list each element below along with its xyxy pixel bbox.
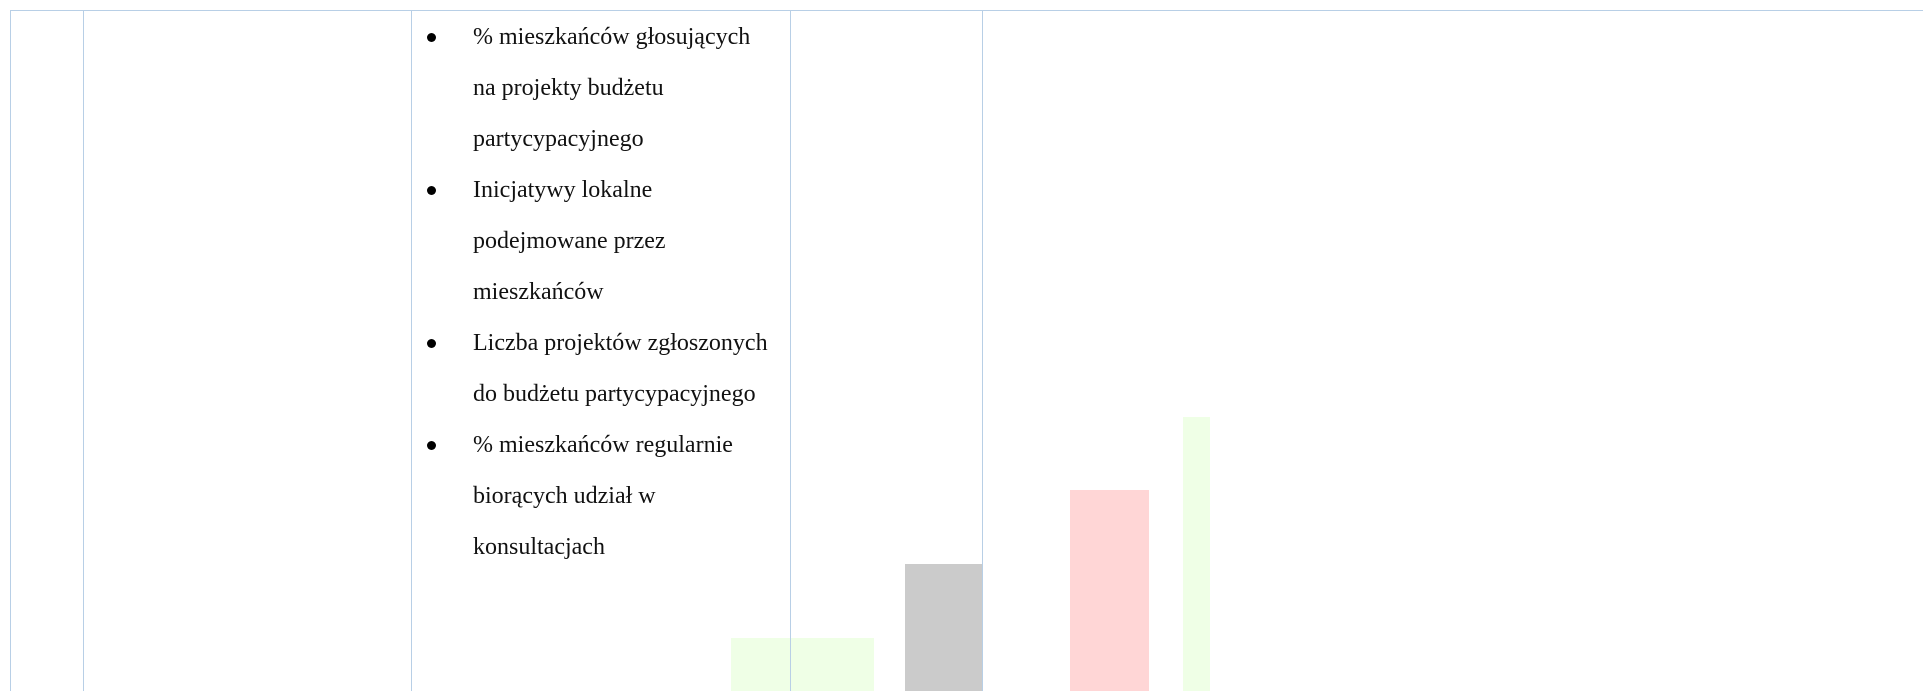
table-border	[10, 10, 1923, 11]
shape	[905, 564, 982, 691]
list-item: Liczba projektów zgłoszonych do budżetu …	[427, 318, 768, 420]
list-item: % mieszkańców regularnie biorących udzia…	[427, 420, 768, 573]
table-border	[790, 10, 791, 691]
list-item: % mieszkańców głosujących na projekty bu…	[427, 12, 768, 165]
table-border	[10, 10, 11, 691]
table-border	[982, 10, 983, 691]
shape	[1183, 417, 1210, 691]
table-border	[83, 10, 84, 691]
table-border	[411, 10, 412, 691]
bullet-list: % mieszkańców głosujących na projekty bu…	[411, 12, 768, 573]
shape	[1070, 490, 1149, 691]
shape	[731, 638, 874, 691]
list-item: Inicjatywy lokalne podejmowane przez mie…	[427, 165, 768, 318]
